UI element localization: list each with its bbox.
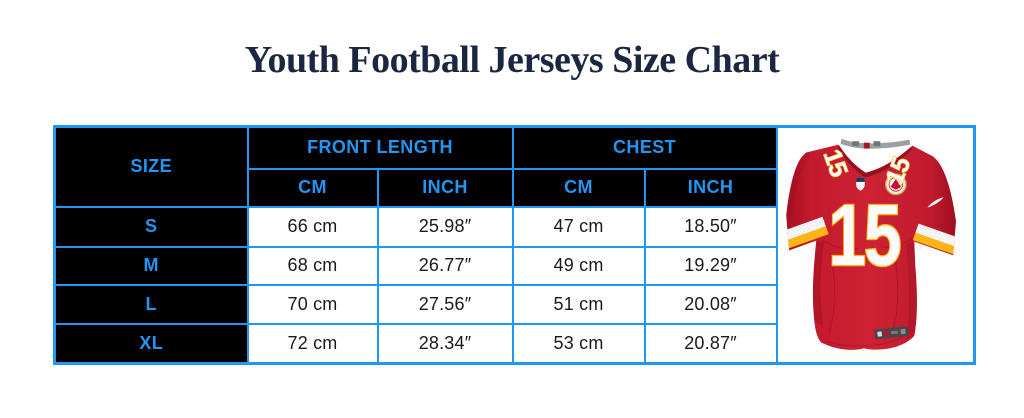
jersey-image: 15 15 15	[786, 138, 957, 350]
jersey-left-sleeve-stripes	[786, 216, 829, 250]
chest-cm-value: 51 cm	[511, 283, 646, 325]
front-length-cm-value: 68 cm	[246, 245, 379, 286]
nfl-shield-logo	[856, 177, 866, 191]
table-row-m: M 68 cm 26.77″ 49 cm 19.29″	[53, 245, 975, 286]
jock-tag	[874, 326, 910, 340]
front-length-inch-value: 25.98″	[376, 205, 514, 248]
chest-inch-value: 18.50″	[643, 205, 778, 248]
front-length-inch-value: 27.56″	[376, 283, 514, 325]
header-size: SIZE	[53, 125, 249, 208]
size-label: L	[53, 283, 249, 325]
jersey-number-chest: 15	[829, 186, 901, 284]
chest-cm-value: 47 cm	[511, 205, 646, 248]
page-title: Youth Football Jerseys Size Chart	[244, 39, 780, 81]
group-header-row: SIZE FRONT LENGTH CHEST	[53, 125, 976, 365]
size-label: XL	[53, 322, 249, 365]
chest-inch-value: 20.08″	[643, 283, 778, 325]
front-length-inch-value: 28.34″	[376, 322, 514, 365]
jersey-right-sleeve-stripes	[913, 223, 957, 256]
chest-cm-value: 53 cm	[511, 322, 646, 365]
jersey-cell: 15 15 15	[775, 125, 976, 365]
chest-inch-value: 20.87″	[643, 322, 778, 365]
header-front-length: FRONT LENGTH	[246, 125, 514, 170]
header-chest: CHEST	[511, 125, 778, 170]
team-patch	[885, 173, 908, 196]
nike-swoosh-icon	[927, 197, 944, 208]
table-row-l: L 70 cm 27.56″ 51 cm 20.08″	[53, 283, 975, 325]
header-front-cm: CM	[246, 167, 379, 208]
chest-inch-value: 19.29″	[643, 245, 778, 286]
jersey-collar-back	[840, 138, 911, 149]
jersey-collar	[837, 145, 913, 178]
header-chest-inch: INCH	[643, 167, 778, 208]
table-row-s: S 66 cm 25.98″ 47 cm 18.50″	[53, 205, 975, 248]
front-length-cm-value: 66 cm	[246, 205, 379, 248]
front-length-cm-value: 70 cm	[246, 283, 379, 325]
chest-cm-value: 49 cm	[511, 245, 646, 286]
header-front-inch: INCH	[376, 167, 514, 208]
table-row-xl: XL 72 cm 28.34″ 53 cm 20.87″	[53, 322, 975, 365]
size-chart-table: SIZE FRONT LENGTH CHEST	[53, 125, 977, 365]
header-chest-cm: CM	[511, 167, 646, 208]
front-length-cm-value: 72 cm	[246, 322, 379, 365]
sub-header-row: CM INCH CM INCH	[55, 167, 975, 208]
size-label: S	[53, 205, 249, 248]
front-length-inch-value: 26.77″	[376, 245, 514, 286]
size-label: M	[53, 245, 249, 286]
